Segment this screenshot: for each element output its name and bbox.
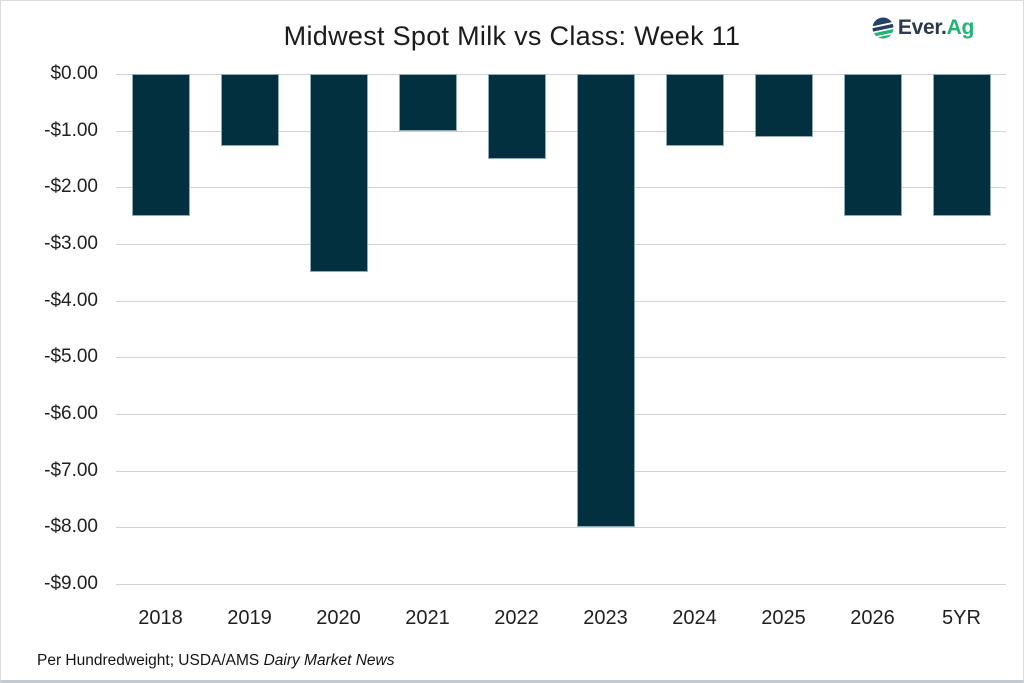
- x-tick-label-2021: 2021: [405, 607, 450, 629]
- bar-2019: [220, 74, 279, 146]
- gridline: [116, 300, 1006, 302]
- bar-2024: [665, 74, 724, 146]
- bar-2020: [309, 74, 368, 273]
- everag-logo-text-ag: Ag: [946, 16, 975, 39]
- gridlines: [116, 74, 1006, 585]
- bar-2021: [398, 74, 457, 131]
- y-tick-label: -$9.00: [44, 573, 98, 594]
- gridline: [116, 357, 1006, 359]
- x-tick-label-2022: 2022: [494, 607, 539, 629]
- gridline: [116, 414, 1006, 415]
- source-note-italic: Dairy Market News: [263, 652, 395, 669]
- y-tick-label: -$6.00: [44, 403, 98, 424]
- y-tick-label: -$8.00: [44, 516, 98, 538]
- y-tick-label: -$4.00: [44, 289, 98, 311]
- x-tick-label-2025: 2025: [761, 607, 806, 629]
- gridline: [116, 470, 1006, 472]
- everag-logo-icon: [871, 17, 894, 39]
- gridline: [116, 74, 1006, 75]
- gridline: [116, 584, 1006, 585]
- y-tick-label: -$2.00: [44, 176, 98, 198]
- x-tick-label-2018: 2018: [138, 607, 183, 629]
- plot-area: [116, 74, 1006, 585]
- x-tick-label-5yr: 5YR: [942, 607, 981, 629]
- gridline: [116, 527, 1006, 529]
- y-tick-label: -$1.00: [44, 119, 98, 141]
- y-tick-label: -$7.00: [44, 459, 98, 481]
- y-tick-label: -$5.00: [44, 346, 98, 368]
- everag-logo: Ever.Ag: [871, 16, 974, 40]
- bar-2025: [754, 74, 813, 137]
- bar-2018: [131, 74, 190, 216]
- gridline: [116, 244, 1006, 245]
- source-note: Per Hundredweight; USDA/AMS Dairy Market…: [37, 652, 395, 670]
- source-note-plain: Per Hundredweight; USDA/AMS: [37, 652, 264, 669]
- y-tick-label: -$3.00: [44, 233, 98, 254]
- y-tick-label: $0.00: [50, 63, 98, 84]
- x-tick-label-2019: 2019: [227, 607, 272, 629]
- chart-title: Midwest Spot Milk vs Class: Week 11: [283, 21, 741, 51]
- everag-logo-text: Ever.Ag: [898, 16, 974, 40]
- x-tick-label-2024: 2024: [672, 607, 717, 629]
- bar-2022: [487, 74, 546, 159]
- gridline: [116, 187, 1006, 189]
- x-tick-label-2023: 2023: [583, 607, 628, 629]
- x-tick-label-2020: 2020: [316, 607, 361, 629]
- bars-layer: [116, 74, 1006, 584]
- x-tick-label-2026: 2026: [850, 607, 895, 629]
- bar-2023: [576, 74, 635, 528]
- bar-5yr: [932, 74, 991, 216]
- gridline: [116, 130, 1006, 132]
- bar-2026: [843, 74, 902, 216]
- everag-logo-text-ever: Ever.: [897, 16, 947, 39]
